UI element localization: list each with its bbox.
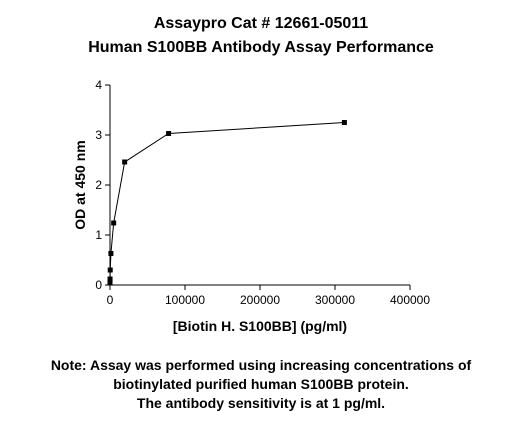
x-axis-label: [Biotin H. S100BB] (pg/ml) xyxy=(173,318,347,334)
chart-title: Assaypro Cat # 12661-05011 xyxy=(154,15,368,32)
data-point xyxy=(107,267,113,273)
data-point xyxy=(111,220,117,226)
x-tick-label: 400000 xyxy=(390,293,430,307)
y-tick-label: 0 xyxy=(95,278,102,292)
note: The antibody sensitivity is at 1 pg/ml. xyxy=(137,395,385,411)
y-tick-label: 1 xyxy=(95,228,102,242)
x-tick-label: 100000 xyxy=(165,293,205,307)
data-point xyxy=(122,159,128,165)
x-tick-label: 200000 xyxy=(240,293,280,307)
data-line xyxy=(109,122,345,283)
data-point xyxy=(166,131,172,136)
data-point xyxy=(341,120,347,125)
note: Note: Assay was performed using increasi… xyxy=(51,357,472,373)
chart-title: Human S100BB Antibody Assay Performance xyxy=(88,39,434,56)
y-tick-label: 3 xyxy=(95,128,102,142)
x-tick-label: 300000 xyxy=(315,293,355,307)
y-tick-label: 4 xyxy=(95,78,102,92)
data-point xyxy=(108,251,114,256)
y-axis-label: OD at 450 nm xyxy=(72,140,88,229)
x-tick-label: 0 xyxy=(107,293,114,307)
data-point xyxy=(107,276,113,282)
y-tick-label: 2 xyxy=(95,178,102,192)
data-point xyxy=(107,279,113,285)
note: biotinylated purified human S100BB prote… xyxy=(113,376,409,392)
